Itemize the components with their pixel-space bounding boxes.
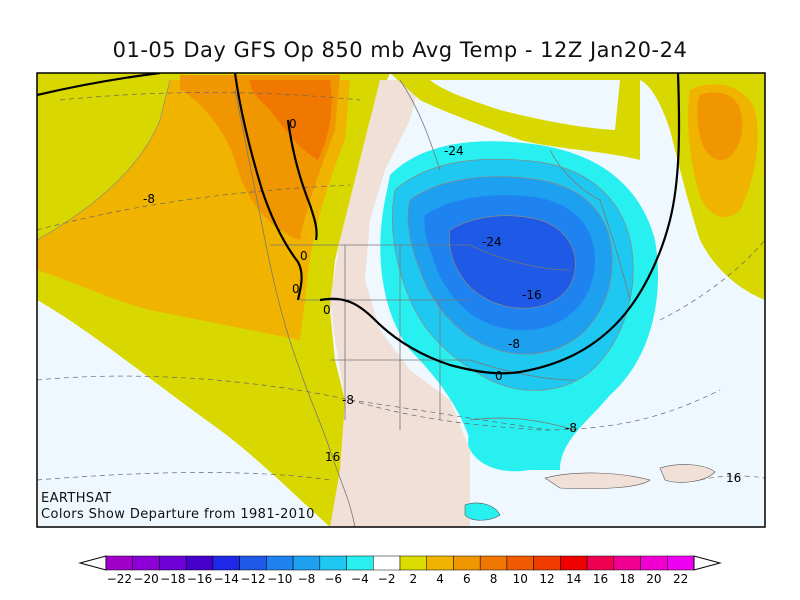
contour-label-0-c: 0 — [292, 282, 300, 296]
credit-note: Colors Show Departure from 1981-2010 — [41, 507, 315, 522]
legend-tick-label: −8 — [298, 572, 316, 586]
legend-swatch — [159, 555, 187, 571]
contour-label-16-a: 16 — [325, 450, 340, 464]
credit-org: EARTHSAT — [41, 491, 112, 506]
legend-tick-label: 8 — [490, 572, 498, 586]
legend-swatch — [479, 555, 508, 571]
cold-anomaly-core — [449, 215, 576, 309]
contour-label-0-d: 0 — [323, 303, 331, 317]
legend-tick-label: 6 — [463, 572, 471, 586]
legend-swatch — [212, 555, 240, 571]
contour-label-minus8-d: -8 — [342, 393, 354, 407]
lat-lon-grid — [37, 92, 765, 481]
legend-bar — [78, 555, 722, 571]
near-normal-region-plains — [330, 80, 470, 527]
legend-tick-label: −14 — [214, 572, 239, 586]
map-frame — [36, 72, 766, 528]
legend-swatch — [426, 555, 454, 571]
contour-label-minus24-a: -24 — [444, 144, 464, 158]
legend-tick-label: 4 — [436, 572, 444, 586]
legend-swatch — [533, 555, 561, 571]
legend-swatch — [132, 555, 160, 571]
island-hispaniola — [659, 464, 716, 483]
legend-swatch — [292, 555, 321, 571]
legend-tick-label: 2 — [410, 572, 418, 586]
legend-swatch — [667, 555, 695, 571]
legend-tick-label: −12 — [240, 572, 265, 586]
contour-label-16-b: 16 — [726, 471, 741, 485]
legend-swatch — [506, 555, 534, 571]
contour-label-minus16: -16 — [522, 288, 542, 302]
legend-swatch — [266, 555, 294, 571]
legend-swatch — [105, 555, 133, 571]
contour-label-0-b: 0 — [300, 249, 308, 263]
contour-labels: 0 0 0 0 0 -24 -24 -16 -8 -8 -8 -8 16 16 — [143, 117, 741, 485]
legend-tick-label: −18 — [160, 572, 185, 586]
anomaly-contours — [37, 79, 634, 391]
contour-label-minus8-a: -8 — [508, 337, 520, 351]
legend-tick-label: −2 — [378, 572, 396, 586]
political-borders — [234, 79, 631, 527]
legend-tick-label: 22 — [673, 572, 688, 586]
legend-swatch — [560, 555, 588, 571]
legend-swatch — [586, 555, 615, 571]
legend-tick-label: −16 — [187, 572, 212, 586]
legend-tick-label: 20 — [646, 572, 661, 586]
legend-tick-label: −22 — [107, 572, 132, 586]
legend-tick-label: −4 — [351, 572, 369, 586]
island-yucatan — [464, 502, 501, 521]
legend-swatch — [613, 555, 641, 571]
ocean-region-southwest — [37, 300, 330, 527]
legend-swatch — [453, 555, 481, 571]
contour-label-minus24-b: -24 — [482, 235, 502, 249]
legend-swatch — [239, 555, 267, 571]
zero-contour-line — [37, 73, 681, 375]
map-title: 01-05 Day GFS Op 850 mb Avg Temp - 12Z J… — [112, 38, 688, 62]
legend-swatch — [399, 555, 427, 571]
legend-tick-label: −10 — [267, 572, 292, 586]
contour-label-0-e: 0 — [495, 369, 503, 383]
legend-tick-label: −6 — [324, 572, 342, 586]
contour-label-8-a: -8 — [565, 421, 577, 435]
warm-anomaly-peak-atlantic — [697, 92, 743, 160]
legend-swatch — [319, 555, 347, 571]
contour-label-0-a: 0 — [289, 117, 297, 131]
legend-swatch — [373, 555, 401, 571]
legend-tick-label: −20 — [133, 572, 158, 586]
island-cuba — [544, 472, 651, 490]
ocean-region-north — [430, 80, 620, 130]
legend-tick-label: 12 — [539, 572, 554, 586]
legend-tick-label: 16 — [593, 572, 608, 586]
legend-arrow-right — [693, 555, 722, 571]
legend-tick-label: 10 — [513, 572, 528, 586]
legend-tick-labels: −22 −20 −18 −16 −14 −12 −10 −8 −6 −4 −2 2 4 6 8 10 12 14 1… — [107, 572, 689, 586]
warm-anomaly-peak-northwest — [250, 80, 332, 160]
legend-tick-label: 14 — [566, 572, 581, 586]
legend-swatch — [346, 555, 374, 571]
legend-tick-label: 18 — [620, 572, 635, 586]
legend-swatch — [185, 555, 214, 571]
contour-label-minus8-b: -8 — [143, 192, 155, 206]
legend-swatch — [640, 555, 668, 571]
legend-arrow-left — [78, 555, 107, 571]
